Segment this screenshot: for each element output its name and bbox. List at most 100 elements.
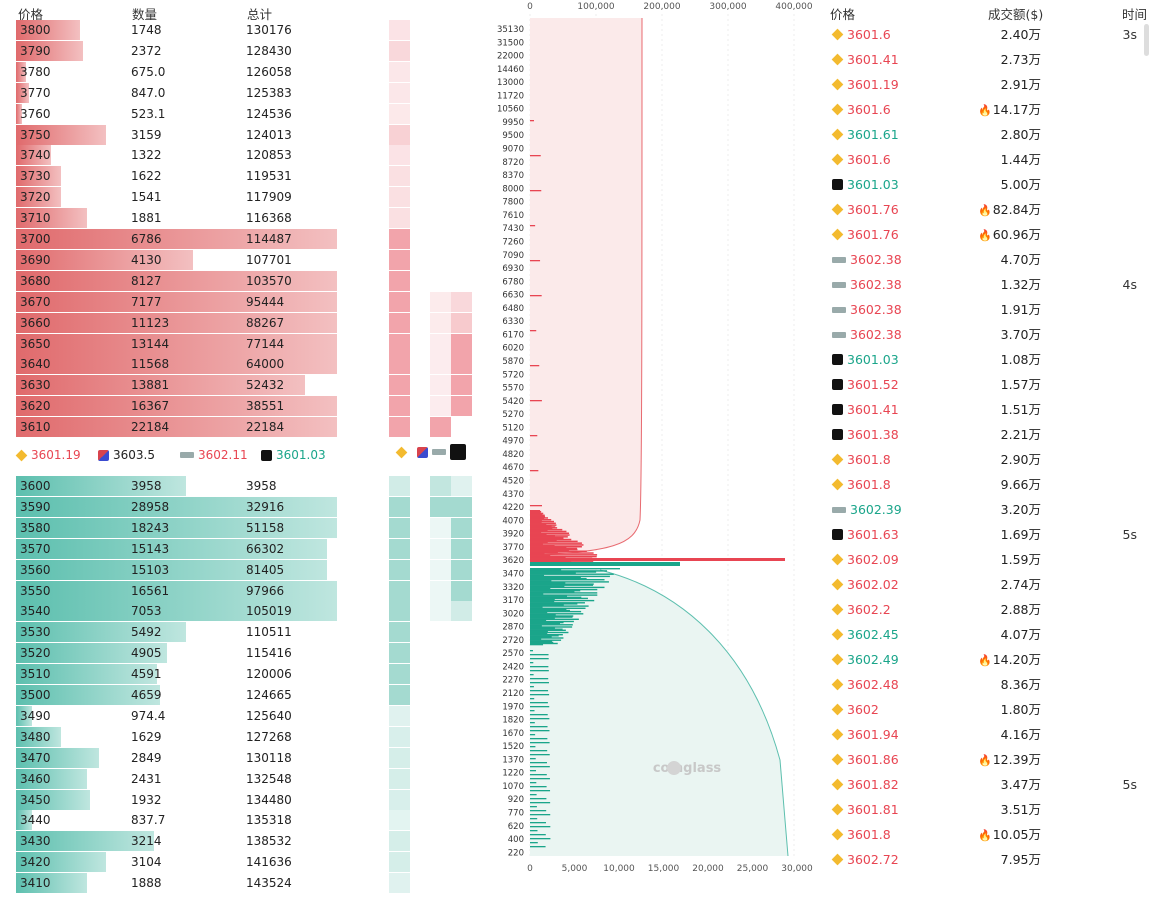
ask-row[interactable]: 3740 1322 120853: [16, 145, 337, 166]
bottom-tick: 30,000: [781, 864, 813, 874]
y-label: 1970: [502, 702, 524, 712]
trade-price: 3602.02: [831, 572, 899, 597]
y-label: 7610: [502, 211, 524, 221]
bid-bar: [530, 642, 558, 645]
ask-depth-bar: [16, 354, 337, 375]
ask-bar: [530, 225, 536, 227]
bid-row[interactable]: 3500 4659 124665: [16, 685, 337, 705]
bid-price: 3500: [20, 688, 51, 702]
ask-row[interactable]: 3650 13144 77144: [16, 333, 337, 354]
bottom-tick: 15,000: [648, 864, 680, 874]
bid-row[interactable]: 3470 2849 130118: [16, 747, 337, 768]
ask-price: 3770: [20, 85, 51, 100]
binance-icon: [831, 703, 844, 716]
bid-bar: [530, 730, 550, 732]
bid-bar: [530, 810, 547, 812]
okx-filter-icon[interactable]: [450, 444, 466, 460]
bid-bar: [530, 596, 582, 598]
bid-qty: 1629: [131, 729, 162, 744]
exchange-share-cell: [389, 40, 410, 61]
bid-bar: [530, 822, 546, 824]
ask-row[interactable]: 3780 675.0 126058: [16, 61, 337, 82]
bid-row[interactable]: 3510 4591 120006: [16, 664, 337, 685]
ask-bar: [530, 560, 594, 562]
trade-row: 3601.63 1.69万 5s: [830, 522, 1145, 547]
trade-time: 4s: [1122, 277, 1137, 292]
bid-row[interactable]: 3440 837.7 135318: [16, 810, 337, 831]
trade-price: 3601.6: [831, 22, 891, 47]
bybit-filter-icon[interactable]: [432, 449, 446, 455]
bid-bar: [530, 620, 574, 623]
ask-row[interactable]: 3730 1622 119531: [16, 166, 337, 187]
bid-row[interactable]: 3410 1888 143524: [16, 873, 337, 894]
y-label: 2420: [502, 662, 524, 672]
bid-bar: [530, 802, 551, 804]
okx-icon: [261, 449, 272, 461]
bid-row[interactable]: 3450 1932 134480: [16, 789, 337, 810]
ask-total: 124536: [246, 106, 292, 121]
bid-bar: [530, 686, 534, 688]
trade-price: 3602.38: [832, 297, 902, 322]
trade-price-value: 3601.8: [847, 452, 891, 467]
ask-row[interactable]: 3630 13881 52432: [16, 375, 337, 396]
ask-row[interactable]: 3610 22184 22184: [16, 417, 337, 438]
ask-row[interactable]: 3690 4130 107701: [16, 249, 337, 270]
y-label: 35130: [497, 25, 524, 35]
ask-row[interactable]: 3640 11568 64000: [16, 354, 337, 375]
ask-total: 126058: [246, 64, 292, 79]
ask-row[interactable]: 3710 1881 116368: [16, 208, 337, 229]
bid-row[interactable]: 3560 15103 81405: [16, 559, 337, 580]
ask-row[interactable]: 3660 11123 88267: [16, 312, 337, 333]
exchange-share-cell: [430, 417, 451, 438]
exchange-share-cell: [389, 124, 410, 145]
ask-row[interactable]: 3800 1748 130176: [16, 20, 337, 40]
bid-bar: [530, 568, 620, 570]
ask-row[interactable]: 3670 7177 95444: [16, 291, 337, 312]
bid-row[interactable]: 3420 3104 141636: [16, 852, 337, 873]
ask-price: 3750: [20, 127, 51, 142]
ask-bar: [530, 519, 552, 521]
ask-bar: [530, 330, 537, 332]
bid-row[interactable]: 3490 974.4 125640: [16, 705, 337, 726]
bid-depth-bar: [16, 789, 90, 810]
bid-row[interactable]: 3530 5492 110511: [16, 622, 337, 643]
bid-bar: [530, 690, 549, 692]
exchange-filter[interactable]: [395, 444, 470, 460]
bid-row[interactable]: 3520 4905 115416: [16, 643, 337, 664]
bid-depth-bar: [16, 726, 61, 747]
trade-price: 3601.52: [832, 372, 899, 397]
bid-row[interactable]: 3590 28958 32916: [16, 496, 337, 517]
ask-bar: [530, 531, 542, 534]
ask-row[interactable]: 3620 16367 38551: [16, 396, 337, 417]
trade-row: 3601.81 3.51万: [830, 797, 1145, 822]
ask-row[interactable]: 3760 523.1 124536: [16, 103, 337, 124]
bid-row[interactable]: 3570 15143 66302: [16, 538, 337, 559]
y-label: 5720: [502, 370, 524, 380]
bid-total: 66302: [246, 541, 285, 556]
bid-row[interactable]: 3430 3214 138532: [16, 831, 337, 852]
trade-amount: 1.51万: [1000, 402, 1041, 417]
ask-row[interactable]: 3700 6786 114487: [16, 229, 337, 249]
y-label: 13000: [497, 78, 524, 88]
bid-row[interactable]: 3550 16561 97966: [16, 580, 337, 601]
bid-row[interactable]: 3540 7053 105019: [16, 601, 337, 622]
y-label: 5270: [502, 410, 524, 420]
y-label: 14460: [497, 65, 524, 75]
ask-row[interactable]: 3790 2372 128430: [16, 40, 337, 61]
ask-row[interactable]: 3750 3159 124013: [16, 124, 337, 145]
trades-scrollbar[interactable]: [1144, 24, 1149, 56]
ask-row[interactable]: 3720 1541 117909: [16, 187, 337, 208]
bid-row[interactable]: 3580 18243 51158: [16, 517, 337, 538]
bid-row[interactable]: 3460 2431 132548: [16, 768, 337, 789]
exchange-share-cell: [430, 354, 451, 375]
ask-total: 107701: [246, 252, 292, 267]
ask-row[interactable]: 3680 8127 103570: [16, 270, 337, 291]
binance-filter-icon[interactable]: [395, 446, 408, 458]
ask-row[interactable]: 3770 847.0 125383: [16, 82, 337, 103]
bid-price: 3560: [20, 562, 51, 577]
bid-row[interactable]: 3480 1629 127268: [16, 726, 337, 747]
bid-qty: 3958: [131, 479, 162, 493]
bid-row[interactable]: 3600 3958 3958: [16, 476, 337, 496]
bid-bar: [530, 798, 547, 800]
bitget-filter-icon[interactable]: [417, 446, 428, 458]
